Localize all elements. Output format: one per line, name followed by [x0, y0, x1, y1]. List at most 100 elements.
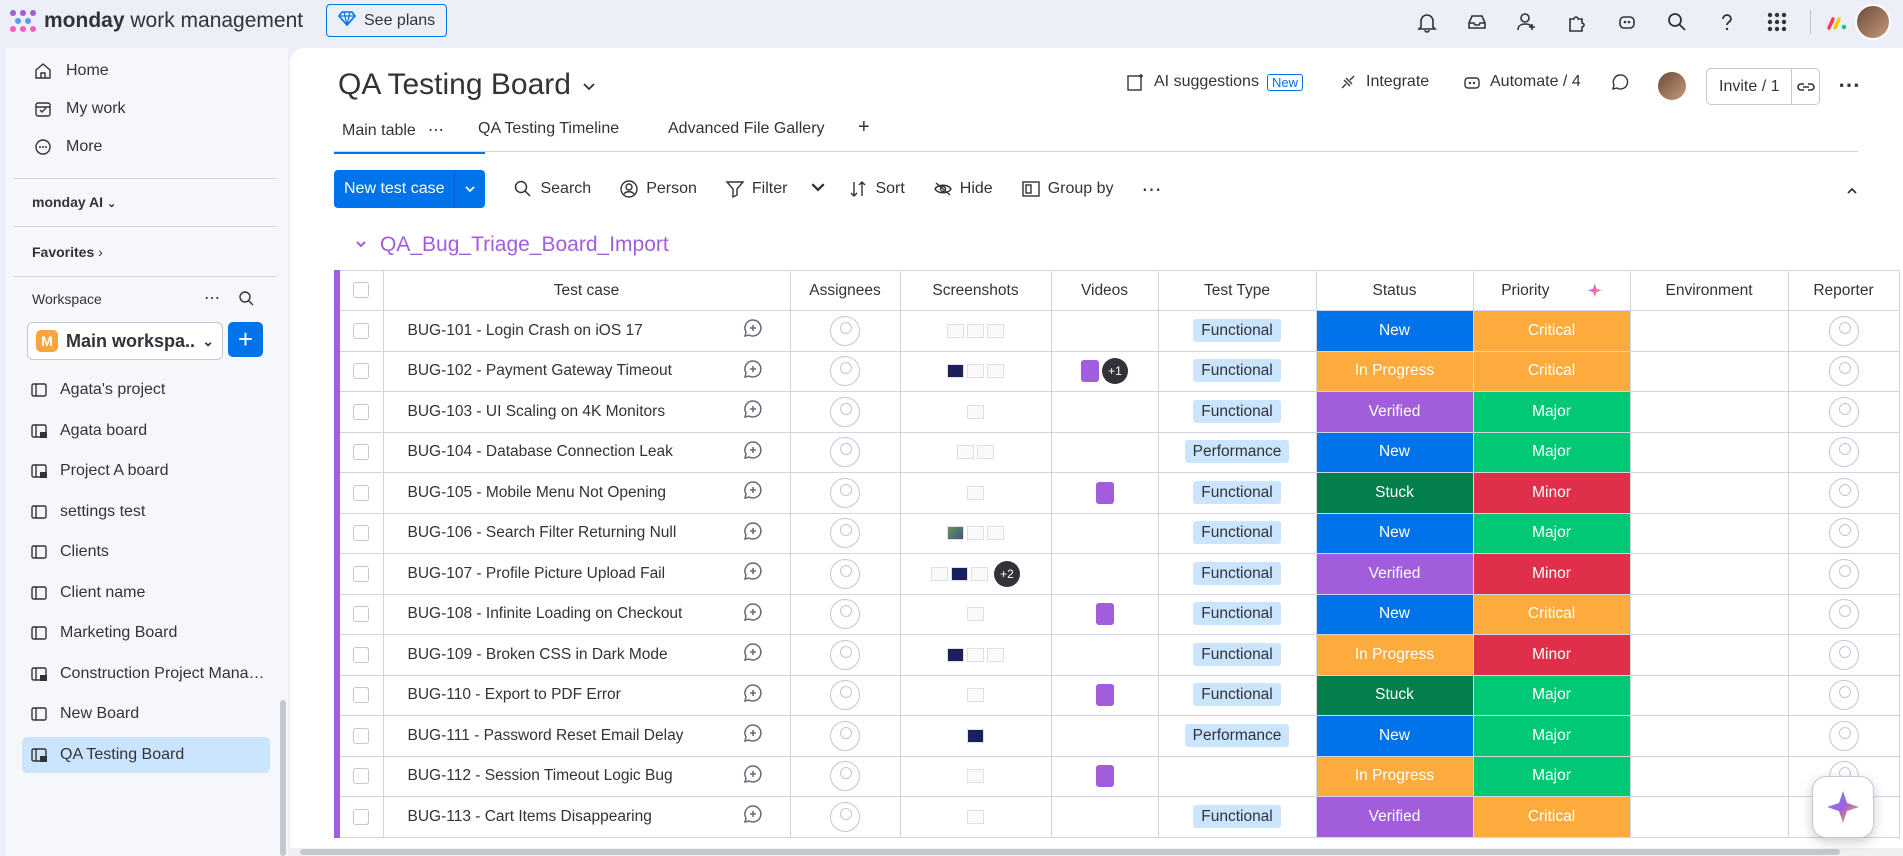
priority-cell[interactable]: Critical	[1472, 310, 1631, 352]
screenshot-thumbnail[interactable]	[951, 566, 968, 581]
ai-suggestions-button[interactable]: AI suggestions New	[1126, 72, 1303, 92]
table-row[interactable]: BUG-106 - Search Filter Returning Null Fu…	[334, 512, 1900, 554]
test-case-name[interactable]: BUG-106 - Search Filter Returning Null	[382, 512, 716, 554]
sidebar-board-item[interactable]: Marketing Board	[22, 615, 270, 651]
table-row[interactable]: BUG-112 - Session Timeout Logic Bug In Pr…	[334, 755, 1900, 797]
screenshot-thumbnail[interactable]	[967, 404, 984, 419]
user-avatar[interactable]	[1855, 4, 1891, 40]
test-case-name[interactable]: BUG-111 - Password Reset Email Delay	[382, 715, 716, 757]
test-type-cell[interactable]: Functional	[1157, 512, 1317, 554]
assignee-cell[interactable]	[789, 755, 901, 797]
screenshots-cell[interactable]	[899, 431, 1052, 473]
assignee-cell[interactable]	[789, 310, 901, 352]
videos-cell[interactable]	[1050, 391, 1159, 433]
screenshots-cell[interactable]	[899, 512, 1052, 554]
test-type-cell[interactable]: Performance	[1157, 715, 1317, 757]
environment-cell[interactable]	[1629, 796, 1789, 838]
priority-cell[interactable]: Critical	[1472, 796, 1631, 838]
test-case-name[interactable]: BUG-113 - Cart Items Disappearing	[382, 796, 716, 838]
automate-button[interactable]: Automate / 4	[1462, 72, 1581, 92]
reporter-cell[interactable]	[1787, 634, 1900, 676]
video-file-icon[interactable]	[1095, 684, 1114, 707]
search-icon[interactable]	[1652, 0, 1702, 44]
assignee-cell[interactable]	[789, 391, 901, 433]
sidebar-board-item[interactable]: Construction Project Manag...	[22, 656, 270, 692]
monday-logo[interactable]: monday work management	[10, 8, 303, 34]
board-member-avatar[interactable]	[1656, 70, 1688, 102]
video-file-icon[interactable]	[1095, 765, 1114, 788]
videos-cell[interactable]	[1050, 553, 1159, 595]
status-cell[interactable]: In Progress	[1315, 634, 1474, 676]
status-cell[interactable]: New	[1315, 512, 1474, 554]
status-cell[interactable]: New	[1315, 431, 1474, 473]
bell-icon[interactable]	[1402, 0, 1452, 44]
add-update-icon[interactable]	[716, 553, 791, 595]
screenshots-cell[interactable]	[899, 796, 1052, 838]
reporter-cell[interactable]	[1787, 674, 1900, 716]
add-update-icon[interactable]	[716, 391, 791, 433]
row-checkbox[interactable]	[334, 715, 384, 757]
test-case-name[interactable]: BUG-105 - Mobile Menu Not Opening	[382, 472, 716, 514]
screenshot-thumbnail[interactable]	[947, 526, 964, 541]
workspace-selector[interactable]: M Main workspa... ⌄	[27, 322, 223, 360]
favorites-section[interactable]: Favorites ›	[32, 244, 103, 260]
videos-cell[interactable]	[1050, 755, 1159, 797]
sidebar-board-item[interactable]: QA Testing Board	[22, 736, 270, 773]
sidebar-board-item[interactable]: Client name	[22, 575, 270, 611]
screenshot-thumbnail[interactable]	[967, 688, 984, 703]
screenshots-cell[interactable]	[899, 755, 1052, 797]
more-videos-badge[interactable]: +1	[1102, 358, 1128, 385]
status-cell[interactable]: Verified	[1315, 553, 1474, 595]
more-files-badge[interactable]: +2	[994, 560, 1020, 587]
test-case-name[interactable]: BUG-101 - Login Crash on iOS 17	[382, 310, 716, 352]
environment-cell[interactable]	[1629, 472, 1789, 514]
video-file-icon[interactable]	[1095, 603, 1114, 626]
row-checkbox[interactable]	[334, 634, 384, 676]
column-header-test-type[interactable]: Test Type	[1157, 270, 1317, 311]
sidebar-board-item[interactable]: Agata board	[22, 413, 270, 449]
add-update-icon[interactable]	[716, 715, 791, 757]
add-view-button[interactable]: +	[858, 116, 870, 138]
add-update-icon[interactable]	[716, 472, 791, 514]
new-item-dropdown-icon[interactable]	[454, 170, 485, 208]
assignee-cell[interactable]	[789, 634, 901, 676]
board-title[interactable]: QA Testing Board	[338, 68, 597, 102]
table-row[interactable]: BUG-107 - Profile Picture Upload Fail +2 F…	[334, 553, 1900, 595]
videos-cell[interactable]	[1050, 431, 1159, 473]
apps-icon[interactable]	[1552, 0, 1602, 44]
table-row[interactable]: BUG-113 - Cart Items Disappearing Functio…	[334, 796, 1900, 838]
inbox-icon[interactable]	[1452, 0, 1502, 44]
screenshot-thumbnail[interactable]	[967, 485, 984, 500]
reporter-cell[interactable]	[1787, 391, 1900, 433]
select-all-checkbox[interactable]	[334, 270, 384, 311]
group-title[interactable]: QA_Bug_Triage_Board_Import	[354, 233, 669, 257]
assignee-cell[interactable]	[789, 593, 901, 635]
table-horizontal-scrollbar[interactable]	[290, 848, 1903, 856]
column-header-test-case[interactable]: Test case	[382, 270, 791, 311]
test-case-name[interactable]: BUG-102 - Payment Gateway Timeout	[382, 350, 716, 392]
ai-sparkle-icon[interactable]	[1587, 283, 1602, 298]
environment-cell[interactable]	[1629, 674, 1789, 716]
priority-cell[interactable]: Critical	[1472, 350, 1631, 392]
environment-cell[interactable]	[1629, 715, 1789, 757]
table-row[interactable]: BUG-109 - Broken CSS in Dark Mode Functio…	[334, 634, 1900, 676]
environment-cell[interactable]	[1629, 350, 1789, 392]
reporter-cell[interactable]	[1787, 431, 1900, 473]
row-checkbox[interactable]	[334, 674, 384, 716]
reporter-cell[interactable]	[1787, 553, 1900, 595]
priority-cell[interactable]: Major	[1472, 715, 1631, 757]
table-row[interactable]: BUG-111 - Password Reset Email Delay Perf…	[334, 715, 1900, 757]
invite-members-icon[interactable]	[1502, 0, 1552, 44]
screenshot-thumbnail[interactable]	[947, 323, 964, 338]
test-type-cell[interactable]: Functional	[1157, 796, 1317, 838]
add-update-icon[interactable]	[716, 431, 791, 473]
videos-cell[interactable]	[1050, 472, 1159, 514]
table-row[interactable]: BUG-102 - Payment Gateway Timeout +1 Funct…	[334, 350, 1900, 392]
screenshot-thumbnail[interactable]	[967, 647, 984, 662]
chevron-down-icon[interactable]	[808, 177, 828, 202]
video-file-icon[interactable]	[1081, 360, 1099, 383]
see-plans-button[interactable]: See plans	[326, 4, 448, 37]
column-header-screenshots[interactable]: Screenshots	[899, 270, 1052, 311]
environment-cell[interactable]	[1629, 634, 1789, 676]
workspace-search-icon[interactable]	[238, 290, 254, 311]
